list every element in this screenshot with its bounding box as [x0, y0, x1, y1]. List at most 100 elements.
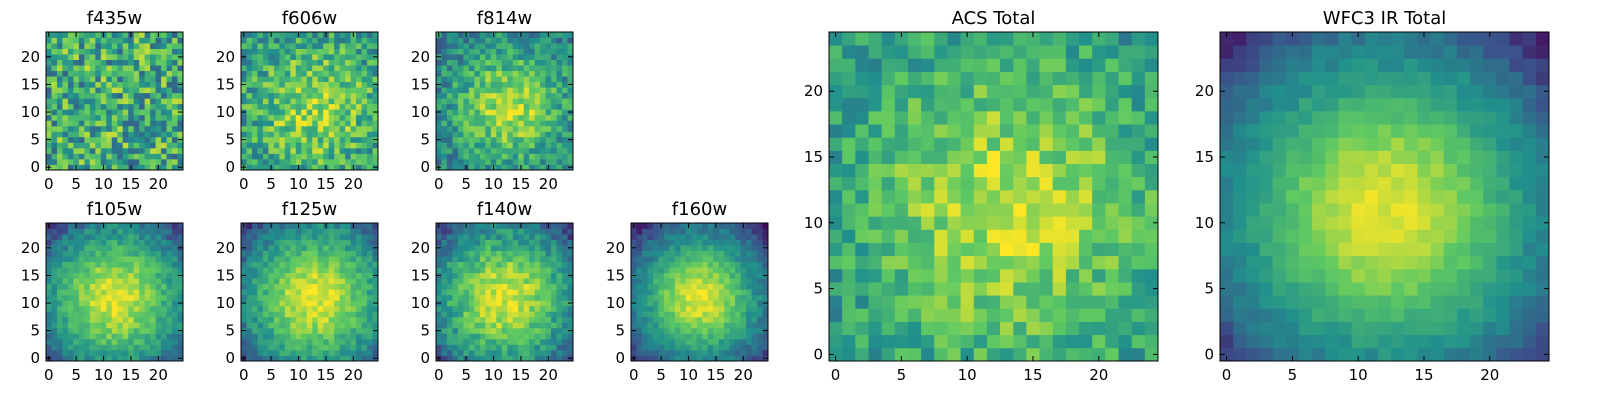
heatmap-cell: [177, 48, 184, 55]
heatmap-cell: [534, 142, 541, 149]
heatmap-cell: [306, 92, 313, 99]
heatmap-cell: [268, 322, 275, 329]
heatmap-cell: [328, 256, 335, 263]
heatmap-cell: [133, 70, 140, 77]
heatmap-cell: [62, 76, 69, 83]
heatmap-cell: [106, 103, 113, 110]
panel-title: f606w: [282, 8, 337, 29]
heatmap-cell: [452, 223, 459, 229]
heatmap-cell: [674, 239, 681, 246]
heatmap-cell: [177, 153, 184, 160]
heatmap-cell: [177, 250, 184, 257]
heatmap-cell: [73, 142, 80, 149]
heatmap-cell: [507, 164, 514, 171]
heatmap-cell: [468, 300, 475, 307]
heatmap-cell: [117, 322, 124, 329]
heatmap-cell: [496, 164, 503, 171]
heatmap-cell: [268, 92, 275, 99]
heatmap-cell: [551, 87, 557, 94]
heatmap-cell: [658, 316, 665, 323]
heatmap-cell: [279, 294, 286, 301]
heatmap-cell: [328, 278, 335, 285]
heatmap-cell: [562, 98, 568, 105]
heatmap-cell: [740, 300, 747, 307]
heatmap-cell: [501, 136, 508, 143]
heatmap-cell: [284, 43, 291, 49]
heatmap-cell: [56, 70, 63, 77]
heatmap-cell: [323, 289, 330, 296]
heatmap-cell: [713, 311, 720, 318]
heatmap-cell: [463, 283, 470, 290]
heatmap-cell: [947, 189, 961, 204]
heatmap-cell: [691, 355, 698, 362]
heatmap-cell: [729, 223, 736, 229]
x-tick-label: 20: [149, 175, 168, 193]
heatmap-cell: [133, 355, 140, 362]
heatmap-cell: [290, 37, 297, 44]
heatmap-cell: [177, 283, 184, 290]
heatmap-cell: [161, 261, 167, 268]
heatmap-cell: [350, 76, 357, 83]
heatmap-cell: [545, 76, 552, 83]
heatmap-cell: [446, 250, 453, 257]
heatmap-cell: [718, 333, 725, 340]
heatmap-cell: [567, 333, 574, 340]
heatmap-cell: [855, 229, 869, 243]
heatmap-cell: [762, 234, 769, 240]
heatmap-cell: [172, 103, 178, 110]
heatmap-cell: [551, 344, 557, 351]
heatmap-cell: [567, 131, 574, 138]
heatmap-cell: [84, 136, 91, 143]
heatmap-cell: [474, 355, 481, 362]
heatmap-cell: [345, 125, 351, 132]
heatmap-cell: [647, 261, 654, 268]
heatmap-cell: [507, 344, 514, 351]
heatmap-cell: [279, 305, 286, 312]
heatmap-cell: [685, 349, 692, 356]
heatmap-cell: [122, 70, 129, 77]
heatmap-cell: [95, 81, 102, 88]
heatmap-cell: [251, 311, 258, 318]
heatmap-cell: [1118, 282, 1133, 296]
heatmap-cell: [89, 322, 96, 329]
heatmap-cell: [490, 311, 497, 318]
heatmap-cell: [133, 65, 140, 72]
heatmap-cell: [468, 278, 475, 285]
heatmap-cell: [842, 334, 856, 349]
heatmap-cell: [562, 272, 568, 279]
heatmap-cell: [339, 92, 346, 99]
heatmap-cell: [339, 349, 346, 356]
heatmap-cell: [1039, 282, 1054, 296]
heatmap-cell: [106, 164, 113, 171]
heatmap-cell: [273, 300, 280, 307]
heatmap-cell: [680, 349, 687, 356]
heatmap-cell: [251, 333, 258, 340]
heatmap-cell: [551, 109, 557, 116]
heatmap-cell: [496, 87, 503, 94]
heatmap-cell: [534, 327, 541, 334]
x-tick-label: 5: [461, 175, 471, 193]
heatmap-cell: [762, 344, 769, 351]
heatmap-cell: [663, 239, 670, 246]
heatmap-cell: [567, 76, 574, 83]
heatmap-cell: [73, 54, 80, 60]
heatmap-cell: [339, 125, 346, 132]
heatmap-cell: [540, 289, 546, 296]
heatmap-cell: [1118, 189, 1133, 204]
heatmap-cell: [334, 261, 341, 268]
heatmap-cell: [540, 136, 546, 143]
heatmap-cell: [479, 136, 486, 143]
heatmap-cell: [144, 109, 151, 116]
heatmap-cell: [128, 245, 135, 251]
heatmap-cell: [262, 120, 269, 127]
heatmap-cell: [312, 333, 319, 340]
heatmap-cell: [947, 268, 961, 283]
heatmap-cell: [67, 120, 74, 127]
heatmap-cell: [89, 70, 96, 77]
heatmap-cell: [284, 327, 291, 334]
heatmap-cell: [441, 98, 448, 105]
heatmap-cell: [907, 282, 922, 296]
heatmap-cell: [446, 256, 453, 263]
heatmap-cell: [663, 327, 670, 334]
heatmap-cell: [345, 349, 351, 356]
